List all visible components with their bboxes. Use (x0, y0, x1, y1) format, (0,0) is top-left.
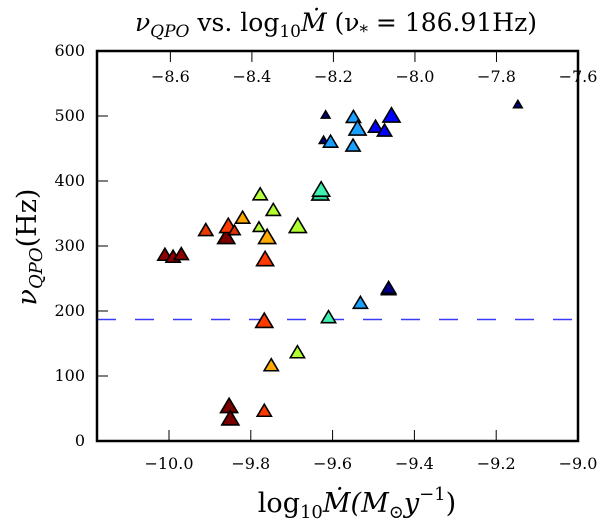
data-point-21 (344, 137, 362, 152)
axes (95, 49, 580, 443)
y-axis-label: νQPO(Hz) (12, 189, 47, 306)
data-point-12 (264, 201, 282, 217)
data-point-4 (216, 227, 237, 245)
x-tick-label: −9.0 (559, 454, 598, 473)
x-axis-label: log10Ṁ(M⊙y−1) (258, 484, 456, 523)
y-tick-labels: 0 100 200 300 400 500 600 (54, 41, 85, 450)
x-tick-label: −10.0 (144, 454, 193, 473)
data-point-20 (347, 119, 368, 136)
data-point-30 (380, 279, 398, 295)
data-point-11 (255, 249, 276, 267)
y-tick-label: 600 (54, 41, 85, 60)
x-tick-labels: −10.0 −9.8 −9.6 −9.4 −9.2 −9.0 (144, 454, 597, 473)
data-point-6 (227, 223, 242, 236)
plot-frame (95, 49, 580, 443)
y-tick-label: 500 (54, 106, 85, 125)
y-tick-label: 200 (54, 301, 85, 320)
data-point-13 (287, 216, 308, 234)
y-tick-label: 100 (54, 366, 85, 385)
data-point-9 (251, 186, 269, 201)
data-point-28 (351, 294, 369, 310)
data-point-19 (344, 108, 362, 124)
data-point-26 (254, 311, 275, 329)
chart-title: νQPO vs. log10Ṁ (ν* = 186.91Hz) (135, 8, 537, 42)
y-tick-label: 300 (54, 236, 85, 255)
data-point-10 (257, 227, 278, 245)
data-point-18 (322, 133, 340, 148)
data-point-33 (219, 396, 240, 414)
x-top-tick-label: −8.6 (151, 67, 190, 86)
y-tick-label: 0 (75, 431, 85, 450)
data-point-32 (262, 357, 280, 372)
data-point-7 (234, 209, 252, 224)
x-top-tick-labels: −8.6 −8.4 −8.2 −8.0 −7.8 −7.6 (151, 67, 597, 86)
x-top-tick-label: −7.6 (559, 67, 598, 86)
data-point-3 (197, 221, 215, 237)
x-top-tick-label: −8.0 (396, 67, 435, 86)
y-tick-label: 400 (54, 171, 85, 190)
data-point-22 (367, 118, 385, 133)
x-top-tick-label: −8.4 (232, 67, 271, 86)
data-point-35 (255, 402, 273, 418)
data-point-24 (381, 106, 402, 123)
data-point-34 (220, 408, 241, 426)
data-point-17 (317, 134, 330, 145)
data-point-23 (376, 122, 394, 137)
data-point-16 (319, 109, 332, 119)
data-point-2 (172, 246, 190, 261)
data-points (156, 98, 524, 426)
x-tick-label: −9.8 (231, 454, 270, 473)
data-point-25 (512, 98, 524, 109)
data-point-8 (251, 220, 267, 233)
x-tick-label: −9.4 (395, 454, 434, 473)
data-point-27 (319, 309, 338, 324)
data-point-15 (311, 180, 332, 197)
x-tick-label: −9.2 (477, 454, 516, 473)
x-tick-label: −9.6 (313, 454, 352, 473)
x-top-tick-label: −7.8 (477, 67, 516, 86)
data-point-31 (288, 344, 306, 359)
x-top-tick-label: −8.2 (314, 67, 353, 86)
